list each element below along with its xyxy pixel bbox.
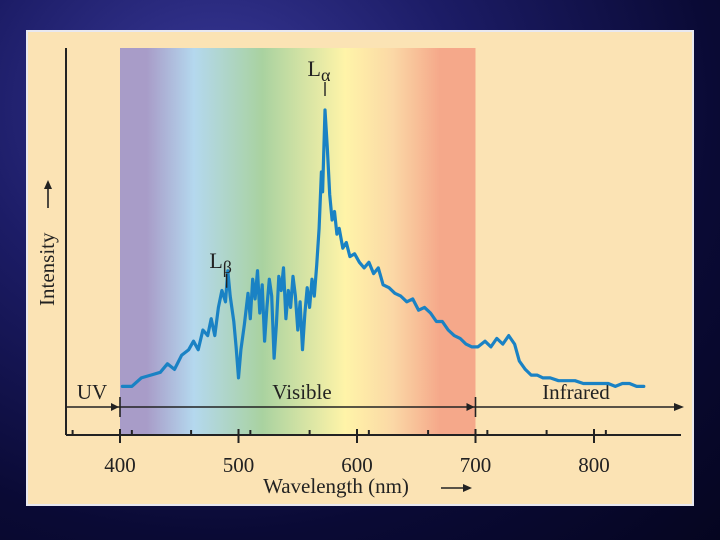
x-axis-title-arrow (441, 484, 472, 492)
region-label-uv: UV (77, 380, 107, 404)
region-label-visible: Visible (272, 380, 331, 404)
x-tick-label-600: 600 (341, 453, 373, 477)
spectrum-bands (120, 48, 476, 435)
x-tick-label-400: 400 (104, 453, 136, 477)
peak-label: Lα (308, 56, 331, 85)
region-arrowhead (674, 403, 684, 411)
axes (65, 48, 684, 436)
x-tick-label-500: 500 (223, 453, 255, 477)
x-tick-label-800: 800 (578, 453, 610, 477)
x-ticks: 400 500 600 700 800 (71, 429, 610, 477)
y-axis-title: Intensity (35, 232, 59, 306)
x-tick-label-700: 700 (460, 453, 492, 477)
region-markers: UV Visible Infrared (77, 380, 610, 417)
visible-spectrum-fill (120, 48, 476, 435)
peak-labels: Lα Lβ (209, 56, 331, 288)
x-axis-title: Wavelength (nm) (263, 474, 409, 498)
peak-label: Lβ (209, 248, 232, 277)
y-axis-title-arrow (44, 180, 52, 208)
axis-titles: Wavelength (nm) Intensity (35, 180, 472, 498)
series-line (120, 108, 646, 388)
